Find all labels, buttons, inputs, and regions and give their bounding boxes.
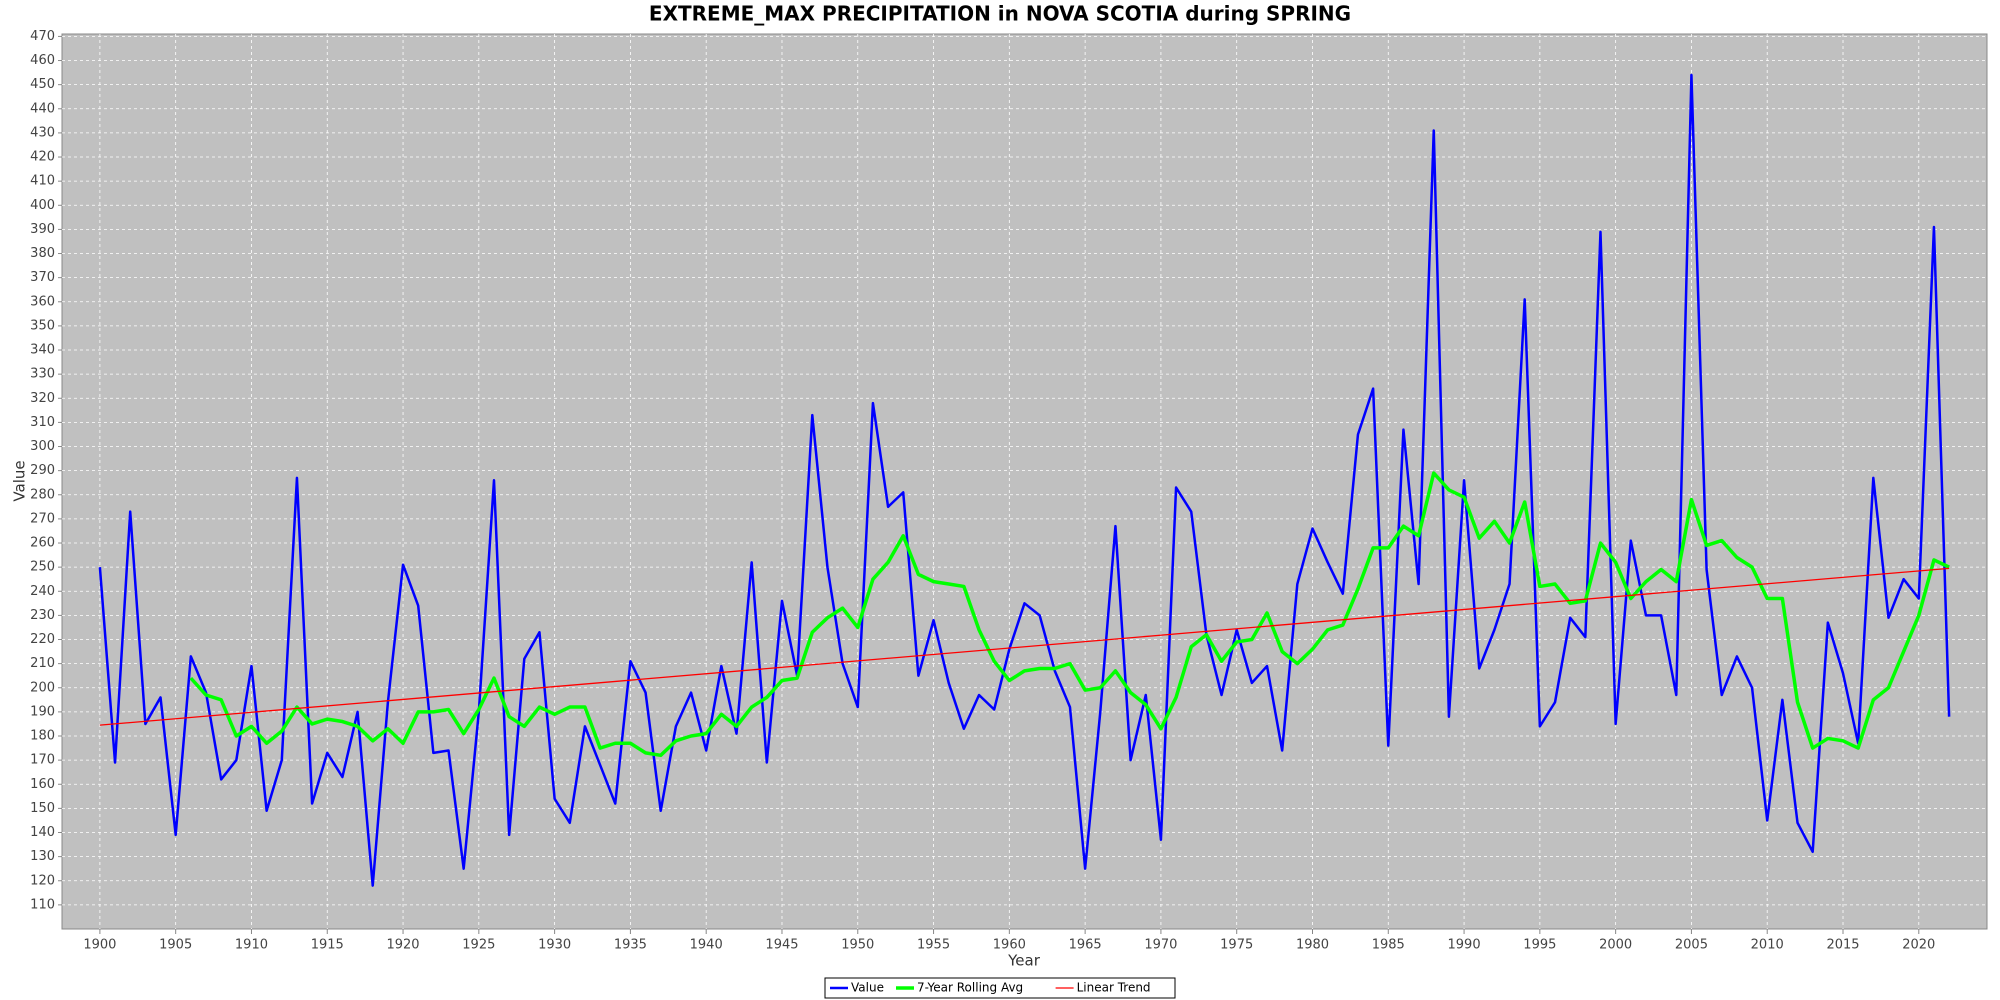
x-tick-label: 2020 xyxy=(1902,938,1935,953)
y-tick-label: 160 xyxy=(30,777,55,792)
plot-area xyxy=(61,33,1988,930)
data-line xyxy=(98,73,1951,887)
y-tick-label: 280 xyxy=(30,487,55,502)
x-tick-label: 1990 xyxy=(1448,938,1481,953)
x-tick-label: 1995 xyxy=(1523,938,1556,953)
y-tick-label: 140 xyxy=(30,825,55,840)
x-tick-label: 1900 xyxy=(83,938,116,953)
x-tick-label: 1925 xyxy=(462,938,495,953)
y-tick-label: 320 xyxy=(30,391,55,406)
y-tick-label: 420 xyxy=(30,150,55,165)
x-axis-label: Year xyxy=(1007,952,1041,970)
y-tick-label: 180 xyxy=(30,729,55,744)
legend-label: Linear Trend xyxy=(1077,981,1151,995)
chart-title: EXTREME_MAX PRECIPITATION in NOVA SCOTIA… xyxy=(649,2,1351,26)
x-tick-label: 1980 xyxy=(1296,938,1329,953)
y-tick-label: 400 xyxy=(30,198,55,213)
x-tick-label: 1970 xyxy=(1144,938,1177,953)
x-tick-label: 1905 xyxy=(159,938,192,953)
y-tick-label: 310 xyxy=(30,415,55,430)
y-tick-label: 220 xyxy=(30,632,55,647)
y-tick-label: 270 xyxy=(30,511,55,526)
x-tick-label: 1985 xyxy=(1372,938,1405,953)
y-tick-label: 290 xyxy=(30,463,55,478)
y-tick-label: 300 xyxy=(30,439,55,454)
x-tick-label: 1935 xyxy=(614,938,647,953)
y-tick-label: 190 xyxy=(30,704,55,719)
legend-label: 7-Year Rolling Avg xyxy=(917,981,1023,995)
x-tick-label: 2015 xyxy=(1826,938,1859,953)
y-tick-label: 120 xyxy=(30,873,55,888)
legend-label: Value xyxy=(851,981,884,995)
x-tick-label: 1915 xyxy=(311,938,344,953)
x-tick-label: 1965 xyxy=(1069,938,1102,953)
x-tick-label: 1975 xyxy=(1220,938,1253,953)
y-tick-label: 370 xyxy=(30,270,55,285)
y-tick-label: 170 xyxy=(30,753,55,768)
x-tick-label: 1945 xyxy=(765,938,798,953)
data-line xyxy=(189,471,1950,758)
y-tick-label: 380 xyxy=(30,246,55,261)
y-tick-label: 200 xyxy=(30,680,55,695)
y-tick-label: 360 xyxy=(30,294,55,309)
y-tick-label: 450 xyxy=(30,77,55,92)
y-tick-label: 150 xyxy=(30,801,55,816)
x-tick-label: 1955 xyxy=(917,938,950,953)
y-tick-label: 130 xyxy=(30,849,55,864)
x-tick-label: 1930 xyxy=(538,938,571,953)
y-tick-label: 470 xyxy=(30,29,55,44)
x-tick-label: 2010 xyxy=(1751,938,1784,953)
x-tick-label: 1950 xyxy=(841,938,874,953)
y-tick-label: 440 xyxy=(30,101,55,116)
x-tick-label: 1940 xyxy=(690,938,723,953)
data-line xyxy=(99,567,1950,726)
y-tick-label: 230 xyxy=(30,608,55,623)
y-tick-label: 110 xyxy=(30,897,55,912)
y-tick-label: 430 xyxy=(30,125,55,140)
y-tick-label: 350 xyxy=(30,318,55,333)
y-tick-label: 210 xyxy=(30,656,55,671)
x-tick-label: 1920 xyxy=(386,938,419,953)
x-tick-label: 2000 xyxy=(1599,938,1632,953)
y-tick-label: 260 xyxy=(30,536,55,551)
legend-box xyxy=(824,977,1176,999)
y-tick-label: 250 xyxy=(30,560,55,575)
x-tick-label: 1910 xyxy=(235,938,268,953)
y-axis-label: Value xyxy=(11,460,29,501)
x-tick-label: 2005 xyxy=(1675,938,1708,953)
y-tick-label: 390 xyxy=(30,222,55,237)
y-tick-label: 340 xyxy=(30,343,55,358)
y-tick-label: 460 xyxy=(30,53,55,68)
y-tick-label: 330 xyxy=(30,367,55,382)
x-tick-label: 1960 xyxy=(993,938,1026,953)
y-tick-label: 410 xyxy=(30,174,55,189)
y-tick-label: 240 xyxy=(30,584,55,599)
